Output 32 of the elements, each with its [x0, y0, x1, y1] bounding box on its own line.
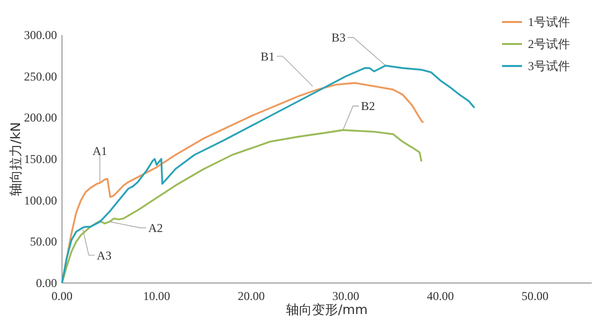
- x-tick-label: 30.00: [332, 289, 360, 303]
- line-series: [61, 129, 422, 284]
- y-axis-title: 轴向拉力/kN: [9, 122, 24, 196]
- annotation: A1: [92, 144, 108, 158]
- y-tick-label: 300.00: [24, 28, 57, 42]
- legend-label: 2号试件: [528, 37, 570, 51]
- annotation: B1: [260, 49, 275, 64]
- x-tick-label: 0.00: [52, 289, 72, 303]
- y-tick-label: 200.00: [24, 110, 57, 125]
- annotation: A3: [82, 228, 112, 262]
- legend-label: 3号试件: [528, 59, 570, 73]
- annotation: A2: [148, 220, 163, 235]
- x-axis-title: 轴向变形/mm: [286, 303, 368, 318]
- y-tick-label: 50.00: [30, 234, 57, 249]
- y-tick-label: 0.00: [36, 276, 57, 290]
- x-tick-label: 50.00: [522, 289, 548, 303]
- y-tick-label: 150.00: [24, 152, 57, 166]
- annotation: B1: [260, 49, 314, 87]
- x-tick-label: 10.00: [143, 289, 170, 303]
- y-tick-label: 100.00: [24, 193, 57, 208]
- annotation: A1: [92, 144, 108, 184]
- annotation: B3: [332, 30, 386, 66]
- annotation: A2: [110, 220, 163, 235]
- annotation: B3: [332, 30, 346, 45]
- y-tick-label: 250.00: [24, 69, 57, 84]
- annotation: B2: [360, 99, 375, 114]
- x-tick-label: 20.00: [238, 289, 265, 303]
- annotation: B2: [342, 99, 375, 130]
- x-tick-label: 40.00: [426, 289, 454, 303]
- annotation: A3: [96, 248, 112, 262]
- line-series: [61, 64, 476, 284]
- legend-label: 1号试件: [528, 15, 570, 29]
